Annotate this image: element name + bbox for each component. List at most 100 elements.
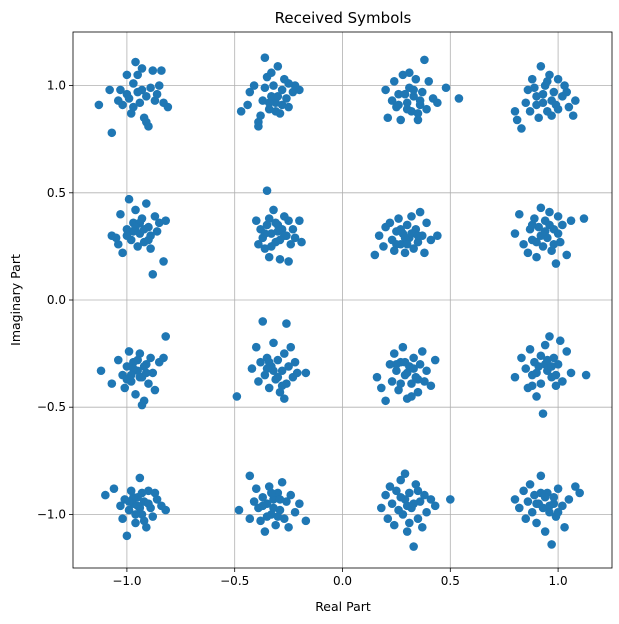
data-point	[256, 111, 265, 120]
data-point	[558, 220, 567, 230]
data-point	[116, 501, 125, 511]
data-point	[275, 235, 285, 245]
data-point	[258, 501, 268, 511]
data-point	[273, 355, 283, 365]
data-point	[545, 220, 554, 230]
data-point	[383, 514, 393, 523]
data-point	[415, 207, 425, 217]
data-point	[392, 366, 401, 376]
data-point	[545, 332, 554, 341]
y-tick-label: 0.0	[47, 293, 66, 307]
data-point	[398, 70, 408, 80]
data-point	[144, 499, 153, 508]
data-point	[402, 220, 412, 230]
data-point	[131, 57, 140, 67]
y-axis-label: Imaginary Part	[8, 254, 23, 346]
x-tick-label: 0.5	[441, 574, 460, 588]
data-point	[392, 486, 401, 496]
data-point	[284, 216, 293, 225]
data-point	[532, 237, 541, 247]
data-point	[422, 507, 431, 517]
data-point	[146, 353, 155, 363]
data-point	[133, 242, 142, 251]
data-point	[540, 527, 550, 536]
data-point	[377, 503, 386, 513]
data-point	[245, 471, 255, 481]
data-point	[413, 387, 423, 397]
data-point	[277, 100, 287, 110]
data-point	[273, 512, 283, 521]
data-point	[142, 199, 151, 208]
data-point	[420, 55, 429, 65]
data-point	[514, 209, 524, 219]
data-point	[510, 229, 520, 238]
data-point	[405, 68, 414, 78]
data-point	[549, 353, 559, 363]
data-point	[396, 492, 406, 502]
data-point	[105, 85, 114, 95]
data-point	[282, 497, 291, 506]
data-point	[148, 512, 158, 521]
data-point	[159, 353, 168, 363]
data-point	[512, 115, 522, 125]
data-point	[564, 102, 574, 112]
data-point	[562, 250, 572, 260]
data-point	[575, 488, 584, 498]
data-point	[392, 239, 401, 249]
data-point	[566, 368, 576, 378]
data-point	[532, 518, 541, 528]
data-point	[534, 113, 543, 123]
data-point	[530, 490, 539, 500]
data-point	[409, 353, 418, 363]
data-point	[433, 231, 442, 240]
data-point	[525, 480, 535, 489]
data-point	[267, 68, 276, 78]
data-point	[534, 222, 543, 232]
x-tick-label: −0.5	[220, 574, 249, 588]
data-point	[407, 229, 416, 238]
data-point	[402, 501, 412, 511]
data-point	[267, 242, 276, 251]
data-point	[163, 102, 173, 112]
data-point	[159, 257, 168, 266]
data-point	[540, 227, 550, 236]
data-point	[301, 368, 311, 378]
data-point	[553, 360, 563, 369]
data-point	[269, 366, 278, 376]
data-point	[273, 62, 283, 71]
data-point	[581, 370, 591, 380]
data-point	[387, 96, 397, 105]
data-point	[413, 375, 423, 384]
data-point	[527, 220, 537, 230]
data-point	[398, 510, 408, 519]
data-point	[122, 531, 132, 541]
data-point	[249, 81, 259, 90]
data-point	[430, 355, 440, 365]
data-point	[426, 495, 436, 504]
data-point	[251, 342, 261, 352]
data-point	[400, 89, 410, 99]
data-point	[279, 349, 289, 358]
data-point	[510, 372, 520, 382]
data-point	[150, 212, 160, 221]
data-point	[262, 364, 272, 373]
data-point	[107, 379, 117, 388]
x-axis-label: Real Part	[315, 599, 371, 614]
data-point	[402, 368, 412, 378]
data-point	[275, 254, 285, 264]
data-point	[131, 390, 140, 399]
data-point	[551, 370, 561, 380]
data-point	[254, 239, 263, 249]
data-point	[269, 205, 278, 215]
data-point	[579, 214, 589, 223]
data-point	[232, 392, 242, 401]
data-point	[532, 368, 541, 378]
data-point	[113, 355, 123, 365]
data-point	[116, 85, 125, 95]
data-point	[124, 347, 134, 356]
data-point	[532, 252, 541, 262]
data-point	[135, 473, 145, 483]
data-point	[284, 257, 293, 266]
data-point	[370, 250, 380, 260]
